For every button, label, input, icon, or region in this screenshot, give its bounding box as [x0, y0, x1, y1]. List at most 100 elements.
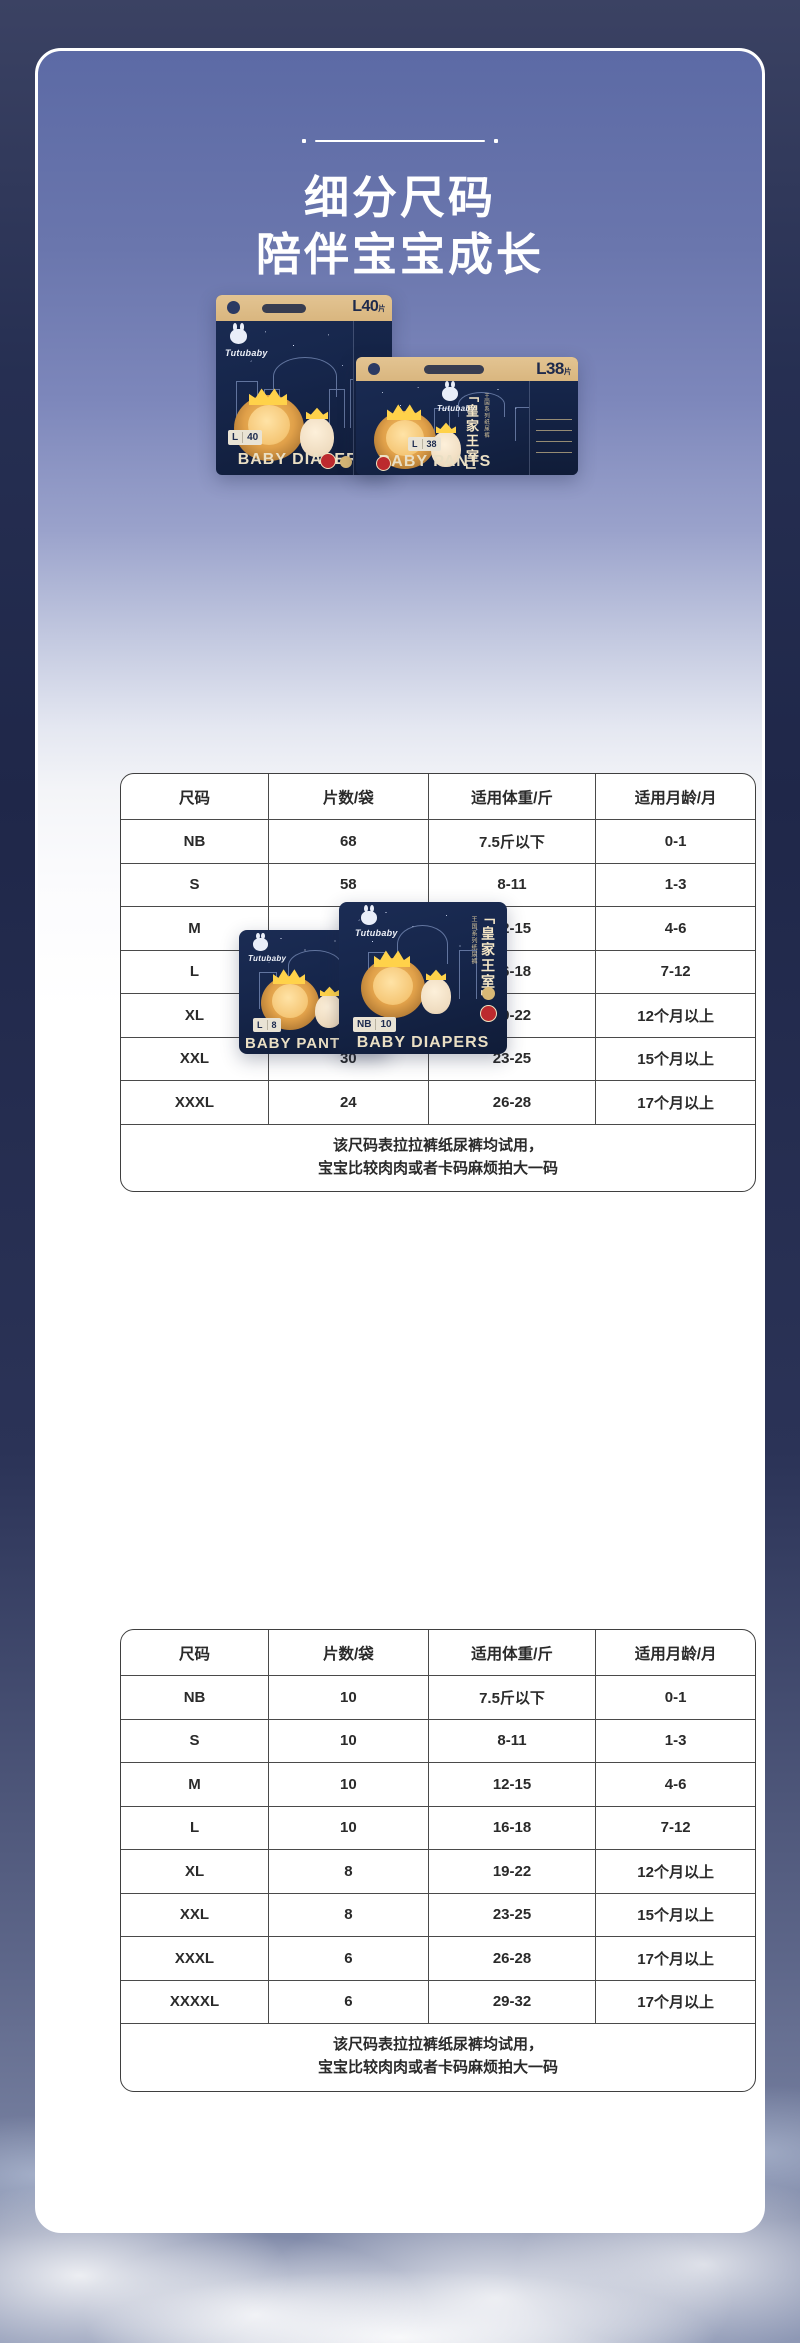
cell-age: 15个月以上: [596, 1894, 755, 1937]
lion-face: [272, 984, 308, 1018]
cell-count: 6: [269, 1980, 429, 2024]
cub-crown-icon: [426, 969, 446, 980]
pack-size-chip: L 38: [408, 437, 441, 451]
cell-weight: 26-28: [428, 1937, 597, 1981]
cell-age: 7-12: [596, 951, 755, 994]
table-row: XL 8 19-22 12个月以上: [121, 1850, 755, 1894]
cell-size: XXXL: [121, 1081, 269, 1125]
cell-size: M: [121, 907, 269, 951]
cell-age: 7-12: [596, 1807, 755, 1850]
pack-artwork: Tutubaby L 8 BABY PANTS: [239, 930, 389, 1054]
cell-age: 4-6: [596, 1763, 755, 1807]
rabbit-icon: [230, 322, 247, 344]
cell-count: 8: [269, 1893, 429, 1937]
cell-size: XXL: [121, 1893, 270, 1937]
cell-age: 17个月以上: [596, 1981, 755, 2024]
column-header-count: 片数/袋: [269, 1630, 429, 1676]
cell-count: 10: [269, 1806, 429, 1850]
cell-age: 0-1: [596, 1676, 755, 1720]
pack-bottom-word: BABY PANTS: [245, 1035, 352, 1052]
cub-crown-icon: [320, 986, 339, 996]
cell-size: S: [121, 863, 269, 907]
page-title: 细分尺码 陪伴宝宝成长: [38, 169, 762, 283]
table-row: NB 10 7.5斤以下 0-1: [121, 1676, 755, 1720]
product-image-large-packs: L40片 Tutubaby 「皇家王室」 王国系列纸尿裤: [208, 279, 598, 475]
table-row: XXXL 6 26-28 17个月以上: [121, 1937, 755, 1981]
title-divider: [38, 139, 762, 143]
cell-size: NB: [121, 820, 269, 864]
quality-badge-icon: [376, 456, 391, 471]
cell-age: 12个月以上: [596, 994, 755, 1038]
cell-size: M: [121, 1763, 270, 1807]
rabbit-icon: [442, 381, 458, 401]
cell-weight: 12-15: [428, 1763, 597, 1807]
column-header-age: 适用月龄/月: [596, 774, 755, 820]
lion-face: [373, 967, 413, 1005]
pack-bottom-word: BABY DIAPERS: [356, 1034, 490, 1051]
table-note-row: 该尺码表拉拉裤纸尿裤均试用， 宝宝比较肉肉或者卡码麻烦拍大一码: [121, 1125, 755, 1192]
cell-size: NB: [121, 1676, 270, 1720]
award-badge-icon: [482, 987, 495, 1000]
cell-size: XL: [121, 1850, 270, 1894]
table-note-line-1: 该尺码表拉拉裤纸尿裤均试用，: [332, 1136, 543, 1154]
cell-weight: 19-22: [428, 1850, 597, 1894]
cell-count: 30: [268, 1037, 429, 1081]
cell-age: 4-6: [596, 907, 755, 951]
award-badge-icon: [340, 456, 352, 468]
cell-count: 10: [269, 1676, 429, 1720]
cell-weight: 16-18: [428, 1806, 597, 1850]
table-row: XXL 8 23-25 15个月以上: [121, 1893, 755, 1937]
cell-count: 10: [269, 1763, 429, 1807]
table-note-line-2: 宝宝比较肉肉或者卡码麻烦拍大一码: [317, 2059, 558, 2077]
cub-mascot: [315, 994, 343, 1028]
rabbit-icon: [361, 905, 377, 925]
cell-weight: 23-25: [428, 1893, 597, 1937]
pack-size-chip: L 40: [228, 430, 263, 445]
size-table-trial-packs: 尺码 片数/袋 适用体重/斤 适用月龄/月 NB 10 7.5斤以下 0-1 S…: [120, 1629, 756, 2092]
table-note-line-2: 宝宝比较肉肉或者卡码麻烦拍大一码: [317, 1159, 558, 1177]
cell-weight: 26-28: [428, 1081, 597, 1125]
pack-l38-pants: L38片 Tutubaby 「皇家王室」 王国系列纸尿裤: [356, 357, 578, 475]
pack-bottom-word: BABY PANTS: [378, 453, 492, 470]
pack-flap-size-label: L40片: [352, 298, 385, 315]
column-header-size: 尺码: [121, 1630, 270, 1676]
cub-crown-icon: [436, 422, 456, 433]
cell-age: 15个月以上: [596, 1038, 755, 1081]
cub-mascot: [421, 978, 451, 1014]
rabbit-icon: [253, 932, 268, 951]
table-header-row: 尺码 片数/袋 适用体重/斤 适用月龄/月: [121, 774, 755, 820]
cell-count: 68: [268, 820, 429, 864]
pack-nb10-diapers: Tutubaby 「皇家王室」 王国系列纸尿裤 NB 10 BABY DIAPE…: [339, 902, 507, 1054]
table-row: XXXL 24 26-28 17个月以上: [121, 1081, 755, 1125]
series-sub-vertical: 王国系列纸尿裤: [483, 393, 489, 439]
cell-count: 24: [268, 1081, 429, 1125]
cell-count: 8: [269, 1850, 429, 1894]
cell-weight: 23-25: [428, 1037, 597, 1081]
title-line-2: 陪伴宝宝成长: [255, 229, 544, 281]
pack-size-chip: NB 10: [353, 1017, 396, 1032]
pack-artwork: Tutubaby 「皇家王室」 王国系列纸尿裤 L 38 BABY PANTS: [356, 381, 578, 475]
cell-size: S: [121, 1719, 270, 1763]
table-note-line-1: 该尺码表拉拉裤纸尿裤均试用，: [332, 2036, 543, 2053]
pack-size-chip: L 8: [253, 1018, 281, 1032]
table-row: M 10 12-15 4-6: [121, 1763, 755, 1807]
cell-count: 10: [269, 1719, 429, 1763]
column-header-age: 适用月龄/月: [596, 1630, 755, 1676]
cell-weight: 8-11: [428, 1719, 597, 1763]
cell-size: XXXXL: [121, 1980, 270, 2024]
content-card: 细分尺码 陪伴宝宝成长 L40片: [35, 48, 765, 2233]
column-header-weight: 适用体重/斤: [428, 774, 597, 820]
table-row: XXXXL 6 29-32 17个月以上: [121, 1980, 755, 2024]
brand-logo: Tutubaby: [437, 404, 476, 413]
series-name-vertical: 「皇家王室」: [464, 389, 479, 475]
cell-size: XXXL: [121, 1937, 270, 1981]
table-note-row: 该尺码表拉拉裤纸尿裤均试用， 宝宝比较肉肉或者卡码麻烦拍大一码: [121, 2024, 755, 2091]
table-row: XXL 30 23-25 15个月以上: [121, 1037, 755, 1081]
brand-logo: Tutubaby: [225, 348, 268, 358]
carry-handle-icon: [424, 365, 484, 374]
cell-age: 1-3: [596, 1720, 755, 1763]
rabbit-icon: [368, 363, 380, 375]
cell-weight: 7.5斤以下: [428, 820, 597, 864]
carry-handle-icon: [262, 304, 306, 313]
rabbit-icon: [227, 301, 240, 314]
